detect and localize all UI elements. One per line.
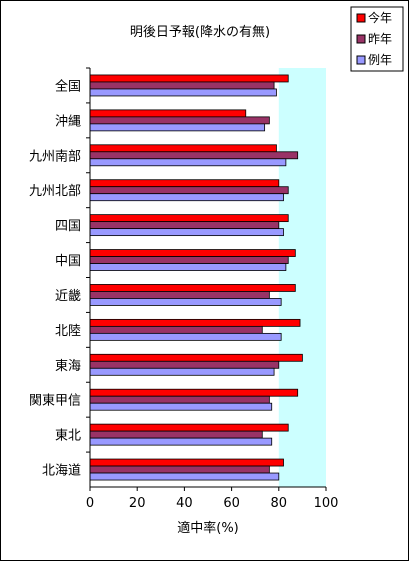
x-tick-label-0: 0 xyxy=(86,496,94,511)
bar-10-2 xyxy=(89,437,273,446)
plot-area xyxy=(278,68,326,487)
bars xyxy=(89,74,303,481)
x-tick-label-4: 80 xyxy=(271,496,288,511)
category-label-4: 四国 xyxy=(55,219,81,234)
bar-0-1 xyxy=(89,81,275,90)
bar-6-1 xyxy=(89,291,270,299)
bar-7-2 xyxy=(89,332,282,341)
bar-1-0 xyxy=(89,109,247,118)
category-label-11: 北海道 xyxy=(42,464,81,479)
bar-8-2 xyxy=(89,367,275,376)
category-label-3: 九州北部 xyxy=(29,184,81,199)
bar-4-2 xyxy=(89,228,284,237)
legend: 今年 昨年 例年 xyxy=(350,6,404,72)
bar-4-1 xyxy=(89,221,280,230)
bar-7-0 xyxy=(89,318,301,327)
x-tick-label-2: 40 xyxy=(176,496,193,511)
bar-4-0 xyxy=(89,214,289,223)
legend-swatch-2 xyxy=(356,55,366,65)
legend-label-2: 例年 xyxy=(368,53,392,67)
bar-11-2 xyxy=(89,472,280,481)
category-label-0: 全国 xyxy=(55,78,81,94)
bar-9-0 xyxy=(89,388,299,397)
bar-2-2 xyxy=(89,158,287,167)
bar-3-1 xyxy=(89,186,289,195)
category-label-9: 関東甲信 xyxy=(29,393,81,409)
bar-3-0 xyxy=(89,179,280,188)
category-label-1: 沖縄 xyxy=(55,114,81,129)
bar-6-0 xyxy=(89,284,296,292)
bar-0-0 xyxy=(89,74,289,83)
bar-11-0 xyxy=(89,458,284,467)
legend-label-0: 今年 xyxy=(368,10,392,25)
bar-8-1 xyxy=(89,360,280,369)
bar-8-0 xyxy=(89,353,303,362)
category-label-6: 近畿 xyxy=(55,289,81,304)
category-label-7: 北陸 xyxy=(55,323,81,339)
x-tick-label-5: 100 xyxy=(314,496,339,511)
legend-swatch-1 xyxy=(356,34,366,44)
bar-5-1 xyxy=(89,256,289,264)
bar-11-1 xyxy=(89,465,270,474)
x-tick-label-3: 60 xyxy=(223,496,240,511)
category-label-8: 東海 xyxy=(55,358,81,374)
category-label-10: 東北 xyxy=(55,428,81,444)
x-axis-label: 適中率(%) xyxy=(177,520,239,536)
bar-9-1 xyxy=(89,395,270,404)
legend-label-1: 昨年 xyxy=(368,32,392,46)
category-label-2: 九州南部 xyxy=(29,148,81,164)
chart-title: 明後日予報(降水の有無) xyxy=(130,25,270,40)
bar-1-2 xyxy=(89,123,266,132)
bar-2-0 xyxy=(89,144,277,153)
x-tick-label-1: 20 xyxy=(129,496,146,511)
bar-2-1 xyxy=(89,151,299,160)
legend-swatch-0 xyxy=(356,13,366,23)
bar-6-2 xyxy=(89,298,282,306)
bar-10-1 xyxy=(89,430,263,439)
category-label-5: 中国 xyxy=(55,254,81,269)
bar-3-2 xyxy=(89,193,284,202)
bar-5-0 xyxy=(89,249,296,257)
bar-0-2 xyxy=(89,88,277,97)
bar-7-1 xyxy=(89,325,263,334)
bar-9-2 xyxy=(89,402,273,411)
bar-5-2 xyxy=(89,263,287,271)
bar-1-1 xyxy=(89,116,270,125)
bar-10-0 xyxy=(89,423,289,432)
